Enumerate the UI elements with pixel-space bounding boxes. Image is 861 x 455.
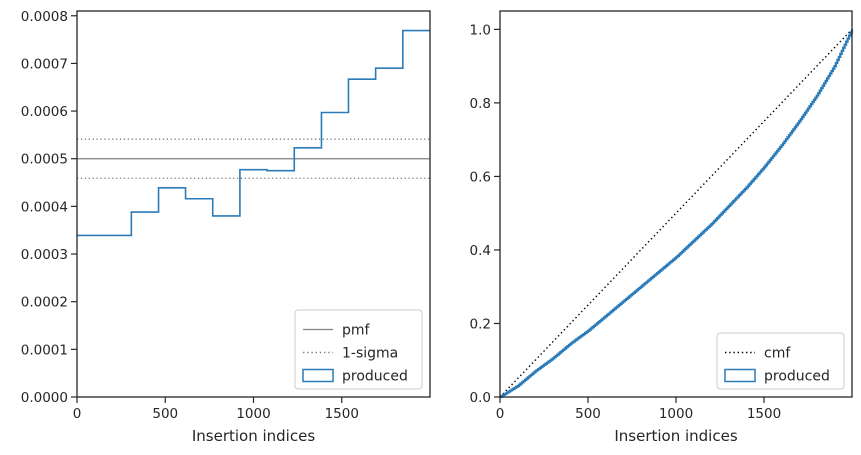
y-tick-label: 0.0003 [21,247,68,263]
series-produced-step [500,29,854,399]
y-tick-label: 0.8 [470,96,491,112]
y-tick-label: 0.0004 [21,199,68,215]
x-tick-label: 1000 [236,406,270,422]
y-tick-label: 0.0000 [21,390,68,406]
x-axis-label: Insertion indices [192,427,315,445]
y-tick-label: 0.0006 [21,104,68,120]
x-axis-label: Insertion indices [614,427,737,445]
x-tick-label: 0 [496,406,505,422]
y-tick-label: 0.0007 [21,56,68,72]
legend: cmf produced [716,332,845,390]
legend-cmf-label: cmf [764,346,791,362]
x-tick-label: 0 [73,406,82,422]
legend-1-sigma-label: 1-sigma [342,346,398,362]
y-tick-label: 0.0001 [21,342,68,358]
x-tick-label: 1500 [325,406,359,422]
legend-box [716,332,845,390]
y-tick-label: 1.0 [470,22,491,38]
y-tick-label: 0.0002 [21,295,68,311]
left-panel: 0 500 1000 1500 0.0000 0.0001 0.0002 0.0003 0.00… [21,9,431,445]
y-tick-label: 0.2 [470,316,491,332]
legend-produced-handle [302,368,334,383]
y-tick-label: 0.6 [470,169,491,185]
y-tick-label: 0.0008 [21,9,68,25]
x-tick-label: 500 [575,406,601,422]
legend-pmf-label: pmf [342,323,371,339]
legend: pmf 1-sigma produced [294,309,423,390]
right-panel: 0 500 1000 1500 0.0 0.2 0.4 0.6 0.8 1.0 Insertion … [470,10,854,445]
y-tick-label: 0.0 [470,390,491,406]
y-tick-label: 0.0005 [21,152,68,168]
x-tick-label: 1000 [659,406,693,422]
legend-produced-label: produced [764,369,830,385]
y-tick-label: 0.4 [470,243,491,259]
legend-produced-handle [724,368,756,383]
series-produced-step [77,29,430,237]
series-cmf-line [499,28,853,398]
legend-produced-label: produced [342,369,408,385]
x-tick-label: 500 [152,406,178,422]
x-tick-label: 1500 [747,406,781,422]
